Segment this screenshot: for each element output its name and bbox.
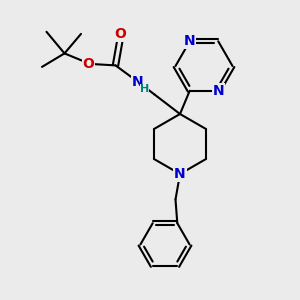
Text: O: O <box>82 57 94 71</box>
Text: N: N <box>184 34 196 48</box>
Text: N: N <box>174 167 186 181</box>
Text: O: O <box>114 28 126 41</box>
Text: N: N <box>132 75 144 89</box>
Text: N: N <box>212 84 224 98</box>
Text: H: H <box>140 84 149 94</box>
